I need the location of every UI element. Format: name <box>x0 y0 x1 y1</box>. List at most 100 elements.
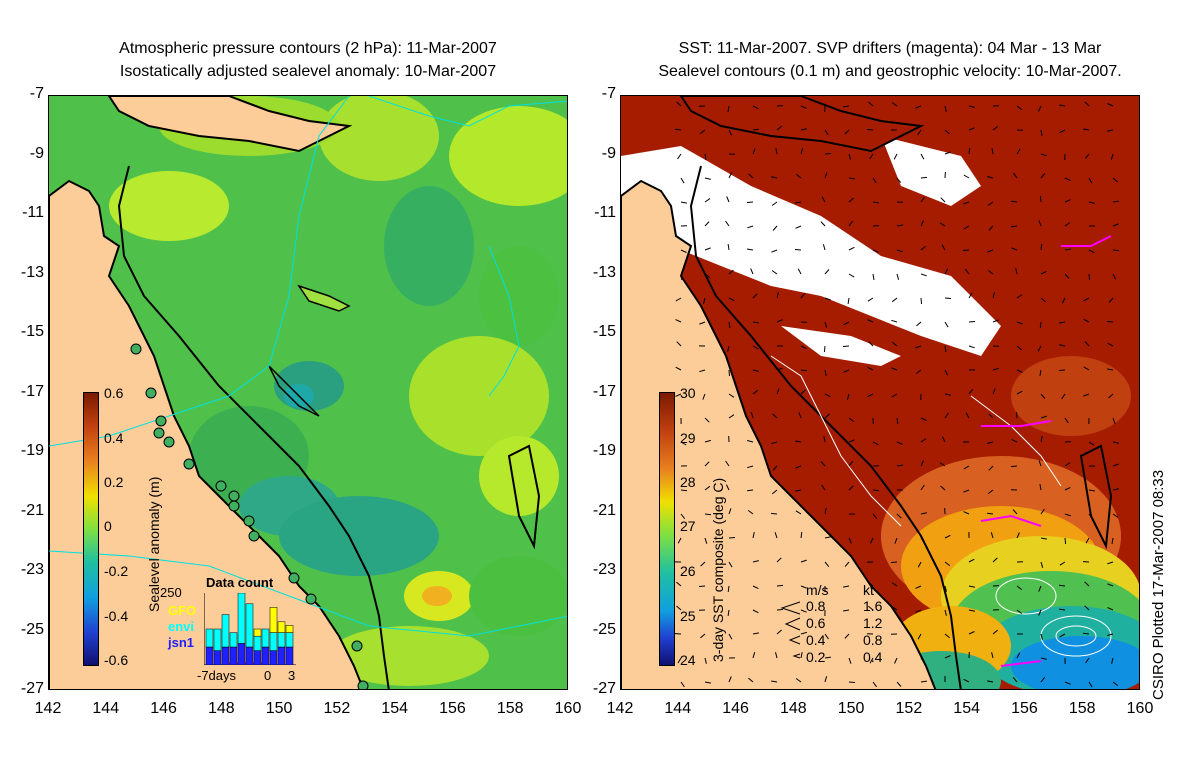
plot-credit: CSIRO Plotted 17-Mar-2007 08:33 <box>1150 469 1167 700</box>
velocity-arrow-452 <box>1040 657 1047 660</box>
velocity-arrow-220 <box>944 369 949 376</box>
velocity-arrow-110 <box>1038 220 1042 227</box>
velocity-arrow-73 <box>1064 177 1071 182</box>
velocity-arrow-407 <box>868 605 874 611</box>
velocity-arrow-216 <box>843 369 850 373</box>
velocity-arrow-310 <box>821 484 826 491</box>
right-title-line2: Sealevel contours (0.1 m) and geostrophi… <box>658 63 1122 80</box>
velocity-arrow-373 <box>968 558 975 563</box>
left-y-tick-2: -11 <box>22 204 44 221</box>
velocity-arrow-402 <box>752 609 759 614</box>
sst-tick-4: 26 <box>680 563 696 579</box>
velocity-arrow-443 <box>824 656 831 659</box>
velocity-arrow-283 <box>1088 441 1095 446</box>
velocity-arrow-325 <box>728 508 732 515</box>
velocity-arrow-7 <box>843 105 850 108</box>
velocity-arrow-332 <box>896 513 902 519</box>
inset-bar-2-jsn1 <box>221 646 230 665</box>
velocity-arrow-384 <box>776 584 784 587</box>
velocity-arrow-109 <box>1010 225 1018 228</box>
velocity-arrow-306 <box>725 484 730 491</box>
velocity-arrow-401 <box>727 609 730 616</box>
velocity-arrow-212 <box>752 369 759 372</box>
velocity-arrow-52 <box>1016 148 1021 155</box>
velocity-arrow-80 <box>771 201 778 206</box>
velocity-arrow-155 <box>752 293 758 299</box>
right-x-tick-3: 148 <box>779 700 807 717</box>
velocity-arrow-391 <box>944 585 947 592</box>
velocity-arrow-256 <box>896 417 899 424</box>
velocity-arrow-81 <box>795 201 802 204</box>
velocity-arrow-219 <box>915 369 922 374</box>
inset-bar-1-envi <box>213 628 222 651</box>
velocity-arrow-422 <box>776 629 782 635</box>
velocity-arrow-424 <box>824 633 829 640</box>
svp-drifters <box>980 235 1112 667</box>
velocity-arrow-233 <box>800 389 806 395</box>
velocity-arrow-315 <box>940 485 946 491</box>
velocity-arrow-448 <box>944 655 951 659</box>
velocity-arrow-150 <box>1088 273 1091 281</box>
sst-colorbar-label: 3-day SST composite (deg C) <box>710 477 726 662</box>
sla-tick-4: -0.2 <box>104 563 129 579</box>
velocity-arrow-145 <box>964 268 970 275</box>
tide-gauges <box>130 343 369 689</box>
velocity-arrow-326 <box>747 509 754 515</box>
velocity-arrow-188 <box>1083 318 1090 323</box>
velocity-arrow-368 <box>844 561 850 567</box>
velocity-arrow-433 <box>1040 633 1043 640</box>
velocity-arrow-360 <box>1111 537 1114 544</box>
velocity-arrow-63 <box>824 172 828 179</box>
velocity-arrow-78 <box>726 196 730 203</box>
velocity-arrow-89 <box>987 201 994 206</box>
velocity-arrow-236 <box>867 393 874 398</box>
velocity-arrow-171 <box>675 319 682 323</box>
velocity-arrow-257 <box>920 417 927 421</box>
velocity-arrow-288 <box>747 465 754 469</box>
velocity-arrow-263 <box>1064 417 1069 424</box>
velocity-arrow-99 <box>772 225 778 231</box>
velocity-arrow-107 <box>963 225 970 230</box>
velocity-arrow-376 <box>1040 561 1044 568</box>
right-y-tick-6: -19 <box>592 442 616 459</box>
velocity-arrow-34 <box>1040 129 1043 136</box>
velocity-arrow-337 <box>1012 509 1018 515</box>
velocity-arrow-8 <box>868 101 874 107</box>
velocity-arrow-348 <box>824 536 832 539</box>
velocity-arrow-126 <box>962 249 970 251</box>
sst-tick-2: 28 <box>680 474 696 490</box>
velocity-arrow-414 <box>1038 609 1042 616</box>
velocity-arrow-307 <box>747 489 754 492</box>
velocity-arrow-158 <box>824 297 831 301</box>
vel-row-2-ms: 0.4 <box>806 632 826 648</box>
velocity-arrow-19 <box>674 128 682 131</box>
velocity-arrow-42 <box>775 148 778 155</box>
inset-bar-9-gfo <box>277 621 286 633</box>
velocity-arrow-305 <box>704 485 711 491</box>
left-x-tick-2: 146 <box>150 700 177 717</box>
inset-bar-2-envi <box>221 614 230 648</box>
velocity-arrow-246 <box>1108 393 1114 399</box>
velocity-arrow-357 <box>1040 537 1047 540</box>
velocity-arrow-251 <box>772 413 778 419</box>
australia-land <box>621 179 937 689</box>
velocity-arrow-346 <box>774 532 778 539</box>
velocity-arrow-290 <box>795 465 802 469</box>
velocity-arrow-340 <box>1088 513 1093 520</box>
velocity-arrow-235 <box>846 393 850 400</box>
velocity-arrow-371 <box>917 561 922 568</box>
velocity-arrow-451 <box>1016 652 1021 659</box>
inset-bar-6-jsn1 <box>253 650 262 665</box>
velocity-arrow-157 <box>800 293 806 299</box>
inset-bar-9-envi <box>277 632 286 648</box>
inset-xlabel-0: -7days <box>197 668 237 683</box>
velocity-arrow-169 <box>1083 297 1090 302</box>
velocity-arrow-342 <box>677 537 682 544</box>
velocity-arrow-44 <box>824 153 832 155</box>
velocity-arrow-79 <box>746 201 754 203</box>
velocity-arrow-25 <box>824 129 829 136</box>
velocity-arrow-132 <box>1112 249 1120 252</box>
velocity-arrow-128 <box>1011 247 1018 251</box>
velocity-arrow-244 <box>1061 393 1066 400</box>
velocity-arrow-100 <box>795 225 802 229</box>
